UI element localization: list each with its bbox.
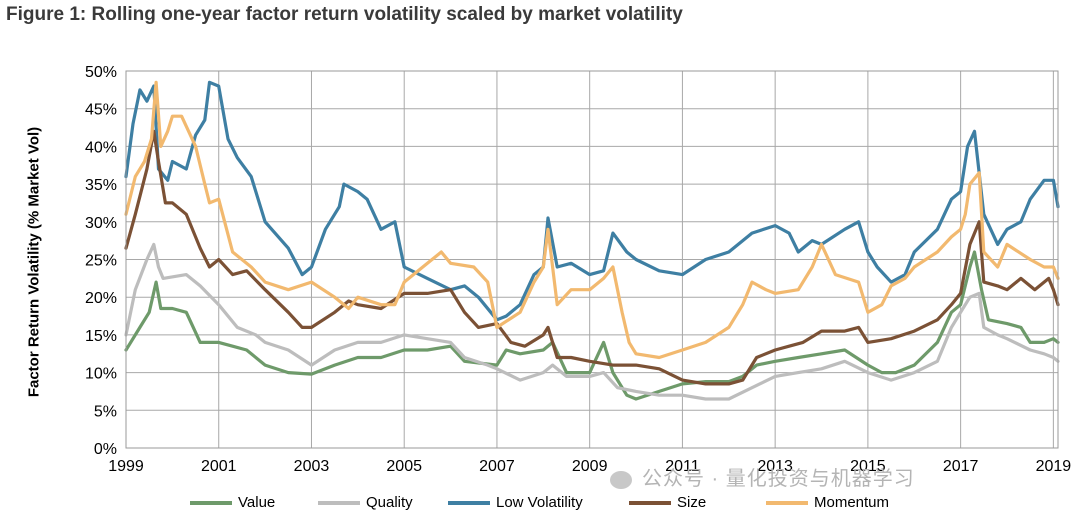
y-tick-label: 30% bbox=[85, 215, 117, 232]
chart-legend: Value Quality Low Volatility Size Momentum bbox=[0, 494, 1080, 516]
y-tick-label: 20% bbox=[85, 290, 117, 307]
y-tick-label: 35% bbox=[85, 177, 117, 194]
legend-swatch bbox=[190, 500, 232, 505]
legend-item-size: Size bbox=[629, 494, 706, 511]
legend-label: Quality bbox=[366, 494, 413, 511]
x-tick-label: 2011 bbox=[665, 458, 700, 475]
legend-item-low-volatility: Low Volatility bbox=[448, 494, 583, 511]
y-tick-label: 40% bbox=[85, 139, 117, 156]
legend-swatch bbox=[766, 500, 808, 505]
wechat-icon bbox=[610, 470, 632, 489]
y-tick-label: 50% bbox=[85, 64, 117, 81]
x-tick-label: 2003 bbox=[294, 458, 330, 475]
plot-frame bbox=[125, 70, 1059, 449]
legend-swatch bbox=[318, 500, 360, 505]
legend-item-value: Value bbox=[190, 494, 275, 511]
legend-label: Low Volatility bbox=[496, 494, 583, 511]
series-lines bbox=[124, 80, 1060, 401]
chart-title: Figure 1: Rolling one-year factor return… bbox=[6, 4, 683, 25]
y-tick-label: 10% bbox=[85, 366, 117, 383]
legend-swatch bbox=[629, 500, 671, 505]
series-line-value bbox=[124, 250, 1060, 401]
series-line-momentum bbox=[124, 80, 1060, 360]
x-tick-label: 2007 bbox=[479, 458, 515, 475]
x-tick-label: 2001 bbox=[201, 458, 237, 475]
series-line-quality bbox=[124, 242, 1060, 401]
x-tick-label: 2019 bbox=[1036, 458, 1072, 475]
y-tick-label: 45% bbox=[85, 102, 117, 119]
y-tick-labels: 0% 5% 10% 15% 20% 25% 30% 35% 40% 45% 50% bbox=[85, 64, 117, 458]
x-tick-label: 1999 bbox=[108, 458, 144, 475]
x-tick-label: 2015 bbox=[850, 458, 886, 475]
x-tick-labels: 1999 2001 2003 2005 2007 2009 2011 2013 2015 2017… bbox=[108, 458, 1071, 475]
y-tick-label: 5% bbox=[94, 403, 117, 420]
x-tick-label: 2005 bbox=[386, 458, 422, 475]
gridlines bbox=[125, 70, 1058, 449]
x-tick-label: 2017 bbox=[943, 458, 979, 475]
legend-label: Momentum bbox=[814, 494, 890, 511]
x-tick-label: 2009 bbox=[572, 458, 608, 475]
legend-label: Value bbox=[238, 494, 276, 511]
legend-label: Size bbox=[677, 494, 707, 511]
y-tick-label: 25% bbox=[85, 253, 117, 270]
watermark-text: 公众号 · 量化投资与机器学习 bbox=[642, 468, 915, 490]
x-tick-label: 2013 bbox=[757, 458, 793, 475]
series-line-size bbox=[124, 129, 1060, 386]
legend-item-quality: Quality bbox=[318, 494, 413, 511]
y-tick-label: 15% bbox=[85, 328, 117, 345]
y-tick-label: 0% bbox=[94, 441, 117, 458]
legend-swatch bbox=[448, 500, 490, 505]
series-line-low-volatility bbox=[124, 80, 1060, 322]
legend-item-momentum: Momentum bbox=[766, 494, 889, 511]
watermark: 公众号 · 量化投资与机器学习 bbox=[610, 462, 915, 491]
